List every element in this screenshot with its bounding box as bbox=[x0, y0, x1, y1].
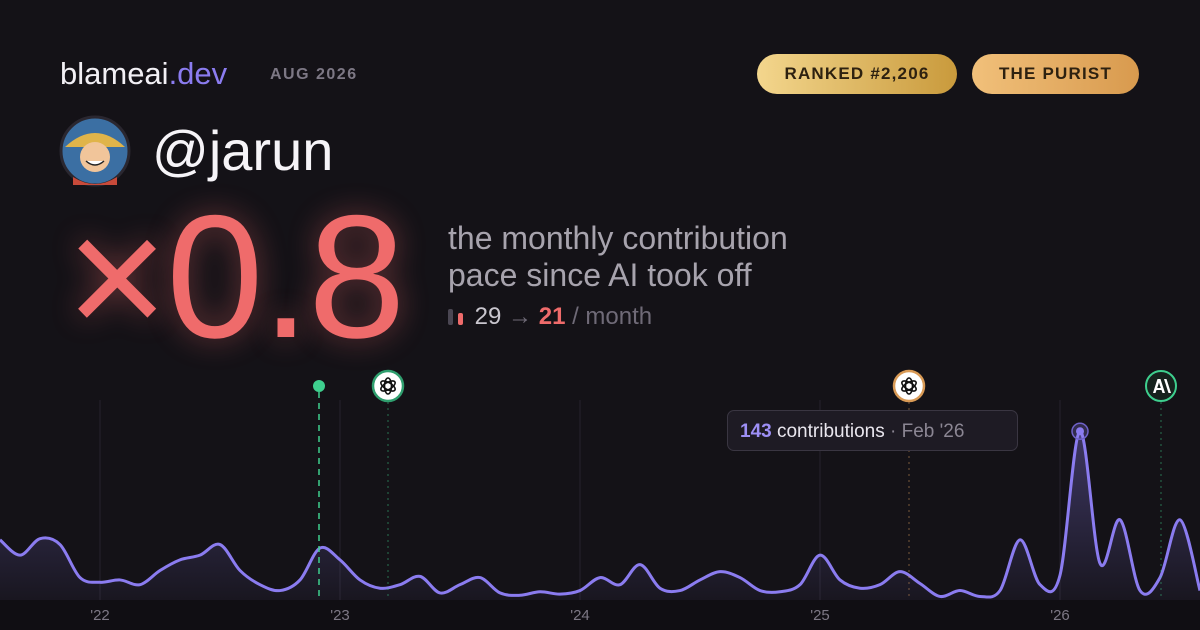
openai-icon bbox=[371, 369, 405, 403]
event-dot bbox=[313, 380, 325, 392]
tooltip-separator: · bbox=[890, 421, 897, 442]
pace-after: 21 bbox=[538, 303, 566, 330]
description-line: the monthly contribution bbox=[448, 220, 788, 256]
description-line: pace since AI took off bbox=[448, 257, 752, 293]
pace-arrow: → bbox=[508, 303, 533, 330]
avatar bbox=[59, 115, 131, 187]
pace-before: 29 bbox=[474, 303, 502, 330]
tooltip-label: contributions bbox=[776, 421, 885, 442]
line bbox=[0, 429, 1200, 599]
area-fill bbox=[0, 431, 1200, 600]
anthropic-icon bbox=[1145, 370, 1177, 402]
multiplier: ×0.8 bbox=[66, 180, 405, 375]
username: @jarun bbox=[152, 119, 334, 182]
plot bbox=[0, 422, 1200, 600]
tooltip-value: 143 bbox=[740, 421, 772, 442]
date: AUG 2026 bbox=[270, 66, 358, 83]
title-badge: THE PURIST bbox=[972, 54, 1139, 94]
pace-icon bbox=[448, 309, 463, 325]
highlight-point bbox=[1076, 427, 1084, 436]
x-tick-label: '25 bbox=[810, 607, 830, 624]
openai-icon bbox=[892, 369, 926, 403]
brand: blameai.dev bbox=[60, 56, 227, 92]
x-tick-label: '26 bbox=[1050, 607, 1070, 624]
brand-tld: .dev bbox=[168, 56, 228, 91]
pace-stat: 29 → 21 / month bbox=[448, 303, 652, 331]
x-tick-label: '24 bbox=[570, 607, 590, 624]
x-tick-label: '23 bbox=[330, 607, 350, 624]
x-tick-label: '22 bbox=[90, 607, 110, 624]
brand-name: blameai bbox=[60, 56, 169, 91]
x-axis-band bbox=[0, 600, 1200, 630]
rank-badge: RANKED #2,206 bbox=[757, 54, 957, 94]
tooltip: 143 contributions · Feb '26 bbox=[727, 410, 1018, 451]
pace-unit: / month bbox=[572, 303, 653, 330]
tooltip-date: Feb '26 bbox=[901, 421, 965, 442]
